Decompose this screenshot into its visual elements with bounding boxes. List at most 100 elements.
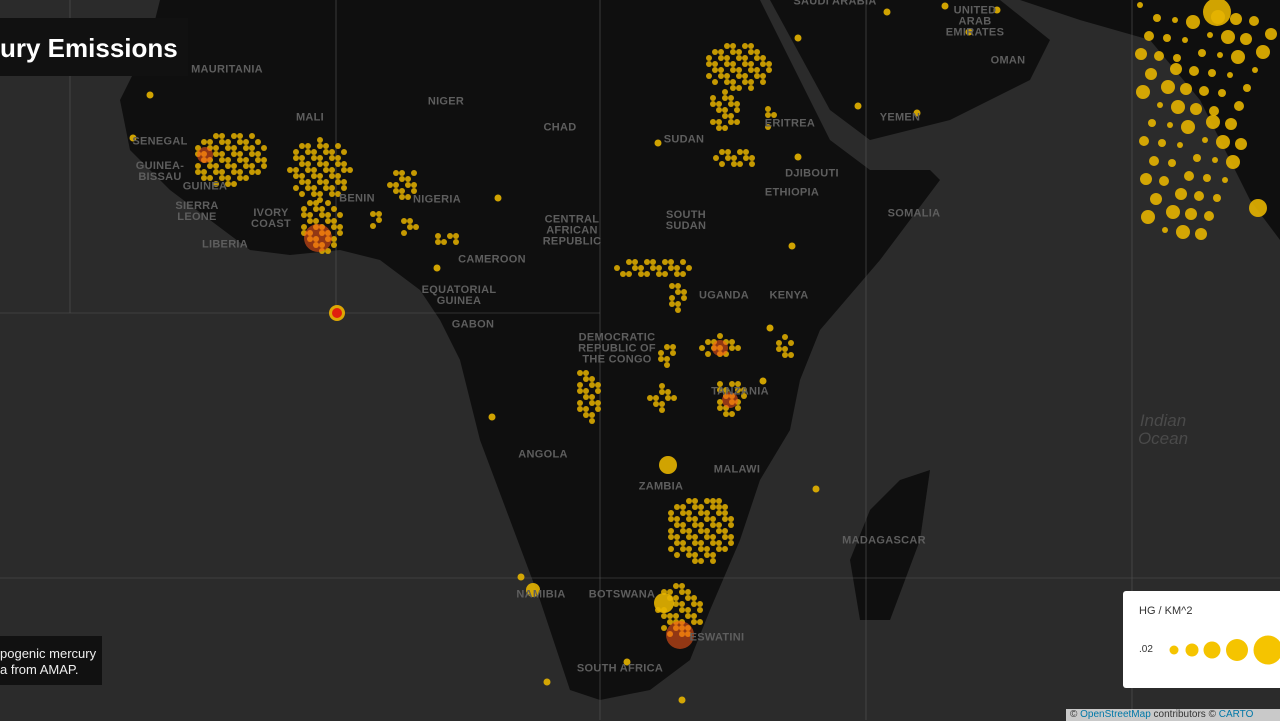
emission-dot	[1208, 69, 1216, 77]
country-label: OMAN	[978, 56, 1038, 67]
emission-dot	[686, 534, 692, 540]
emission-dot	[1185, 208, 1197, 220]
country-label: GUINEA-BISSAU	[130, 161, 190, 183]
emission-dot	[323, 185, 329, 191]
emission-dot	[680, 271, 686, 277]
country-label: UNITED ARAB EMIRATES	[940, 6, 1010, 39]
emission-dot	[673, 583, 679, 589]
emission-dot	[788, 352, 794, 358]
emission-dot	[1182, 37, 1188, 43]
emission-dot	[311, 155, 317, 161]
country-label: DEMOCRATIC REPUBLIC OF THE CONGO	[572, 333, 662, 366]
emission-dot	[249, 151, 255, 157]
emission-dot	[716, 101, 722, 107]
emission-dot	[673, 613, 679, 619]
emission-dot	[249, 145, 255, 151]
emission-dot	[1137, 2, 1143, 8]
emission-dot	[742, 55, 748, 61]
emission-dot	[489, 414, 496, 421]
emission-dot	[668, 528, 674, 534]
emission-dot	[788, 340, 794, 346]
emission-dot	[335, 173, 341, 179]
emission-dot	[668, 265, 674, 271]
emission-dot	[766, 67, 772, 73]
emission-dot	[329, 155, 335, 161]
emission-dot	[724, 55, 730, 61]
emission-dot	[1181, 120, 1195, 134]
emission-dot	[325, 212, 331, 218]
emission-dot	[1202, 137, 1208, 143]
emission-dot	[319, 206, 325, 212]
emission-dot	[323, 149, 329, 155]
country-label: TANZANIA	[700, 387, 780, 398]
emission-dot	[668, 546, 674, 552]
emission-dot	[393, 182, 399, 188]
emission-dot	[716, 528, 722, 534]
country-label: NIGERIA	[402, 195, 472, 206]
emission-dot	[692, 552, 698, 558]
emission-dot	[669, 283, 675, 289]
emission-dot	[718, 55, 724, 61]
emission-dot	[577, 400, 583, 406]
emission-dot	[213, 163, 219, 169]
emission-dot	[734, 119, 740, 125]
emission-dot	[638, 265, 644, 271]
emission-dot	[243, 163, 249, 169]
emission-dot	[668, 534, 674, 540]
emission-dot	[237, 151, 243, 157]
emission-dot	[681, 289, 687, 295]
emission-dot	[716, 119, 722, 125]
emission-dot	[674, 534, 680, 540]
emission-dot	[393, 188, 399, 194]
emission-dot	[736, 55, 742, 61]
emission-dot	[583, 406, 589, 412]
country-label: CHAD	[535, 123, 585, 134]
emission-dot	[331, 206, 337, 212]
country-label: ERITREA	[760, 119, 820, 130]
emission-dot	[341, 149, 347, 155]
emission-dot	[329, 167, 335, 173]
emission-dot	[299, 191, 305, 197]
emission-dot	[674, 504, 680, 510]
emission-dot	[231, 151, 237, 157]
emission-dot	[453, 239, 459, 245]
emission-dot	[742, 73, 748, 79]
emission-dot	[393, 170, 399, 176]
emission-dot	[737, 161, 743, 167]
emission-dot	[674, 552, 680, 558]
emission-dot	[287, 167, 293, 173]
emission-dot	[237, 157, 243, 163]
emission-dot	[671, 395, 677, 401]
emission-dot	[347, 167, 353, 173]
emission-dot	[692, 498, 698, 504]
emission-dot	[1204, 211, 1214, 221]
emission-dot	[293, 155, 299, 161]
emission-dot	[712, 79, 718, 85]
attribution: © OpenStreetMap contributors © CARTO	[1066, 709, 1280, 721]
osm-link[interactable]: OpenStreetMap	[1080, 709, 1151, 720]
carto-link[interactable]: CARTO	[1219, 709, 1254, 720]
emission-dot	[706, 61, 712, 67]
emission-dot	[728, 119, 734, 125]
emission-dot	[659, 456, 677, 474]
emission-dot	[743, 155, 749, 161]
emission-dot	[704, 546, 710, 552]
emission-dot	[730, 79, 736, 85]
emission-dot	[728, 540, 734, 546]
emission-dot	[675, 289, 681, 295]
emission-dot	[742, 61, 748, 67]
emission-dot	[670, 344, 676, 350]
emission-dot	[662, 259, 668, 265]
emission-dot	[760, 378, 767, 385]
emission-dot	[722, 516, 728, 522]
emission-dot	[712, 49, 718, 55]
emission-dot	[754, 55, 760, 61]
emission-dot	[664, 362, 670, 368]
emission-dot	[742, 43, 748, 49]
emission-dot	[710, 95, 716, 101]
emission-dot	[311, 149, 317, 155]
emission-dot	[675, 301, 681, 307]
legend-circle	[1186, 644, 1199, 657]
emission-dot	[1162, 227, 1168, 233]
emission-dot	[323, 161, 329, 167]
